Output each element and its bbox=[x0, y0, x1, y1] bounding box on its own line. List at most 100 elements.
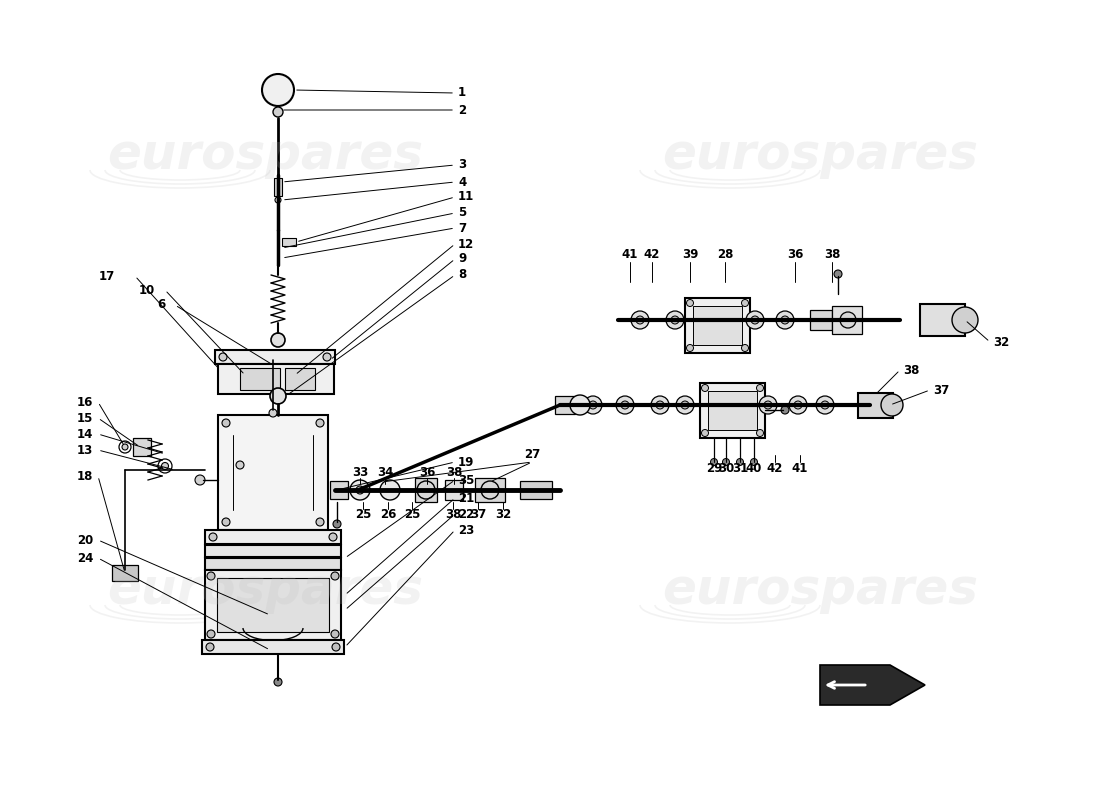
Text: 38: 38 bbox=[824, 249, 840, 262]
Circle shape bbox=[331, 572, 339, 580]
Text: eurospares: eurospares bbox=[662, 566, 978, 614]
Circle shape bbox=[746, 311, 764, 329]
Circle shape bbox=[656, 401, 664, 409]
Bar bbox=[205, 530, 341, 544]
Circle shape bbox=[686, 345, 693, 351]
Circle shape bbox=[666, 311, 684, 329]
Circle shape bbox=[122, 444, 128, 450]
Bar bbox=[205, 545, 341, 557]
Text: 16: 16 bbox=[77, 395, 94, 409]
Bar bbox=[240, 368, 280, 390]
Circle shape bbox=[616, 396, 634, 414]
Text: 31: 31 bbox=[732, 462, 748, 474]
Circle shape bbox=[764, 401, 772, 409]
Bar bbox=[217, 578, 329, 632]
Text: 2: 2 bbox=[458, 103, 466, 117]
Circle shape bbox=[329, 533, 337, 541]
Text: 30: 30 bbox=[718, 462, 734, 474]
Text: 15: 15 bbox=[77, 411, 94, 425]
Circle shape bbox=[621, 401, 629, 409]
Text: 18: 18 bbox=[77, 470, 94, 482]
Text: 28: 28 bbox=[717, 249, 734, 262]
Circle shape bbox=[751, 316, 759, 324]
Circle shape bbox=[270, 388, 286, 404]
Circle shape bbox=[236, 461, 244, 469]
Text: 25: 25 bbox=[404, 509, 420, 522]
Bar bbox=[693, 306, 742, 345]
Text: 1: 1 bbox=[458, 86, 466, 99]
Circle shape bbox=[275, 197, 280, 203]
Circle shape bbox=[741, 299, 748, 306]
Circle shape bbox=[379, 480, 400, 500]
Text: 27: 27 bbox=[524, 449, 540, 462]
Bar bbox=[133, 438, 151, 456]
Bar bbox=[520, 481, 552, 499]
Text: 42: 42 bbox=[644, 249, 660, 262]
Text: 42: 42 bbox=[767, 462, 783, 474]
Text: 37: 37 bbox=[470, 509, 486, 522]
Text: 41: 41 bbox=[621, 249, 638, 262]
Circle shape bbox=[816, 396, 834, 414]
Polygon shape bbox=[820, 665, 925, 705]
Circle shape bbox=[356, 486, 364, 494]
Circle shape bbox=[209, 533, 217, 541]
Bar bbox=[920, 304, 965, 336]
Circle shape bbox=[741, 345, 748, 351]
Circle shape bbox=[737, 458, 744, 466]
Text: 35: 35 bbox=[458, 474, 474, 486]
Text: 29: 29 bbox=[706, 462, 723, 474]
Circle shape bbox=[206, 643, 214, 651]
Circle shape bbox=[207, 630, 215, 638]
Circle shape bbox=[570, 395, 590, 415]
Text: 21: 21 bbox=[458, 491, 474, 505]
Circle shape bbox=[195, 475, 205, 485]
Text: 14: 14 bbox=[77, 427, 94, 441]
Text: 7: 7 bbox=[458, 222, 466, 234]
Circle shape bbox=[750, 458, 758, 466]
Circle shape bbox=[631, 311, 649, 329]
Circle shape bbox=[262, 74, 294, 106]
Circle shape bbox=[757, 385, 763, 391]
Text: eurospares: eurospares bbox=[107, 566, 424, 614]
Bar bbox=[475, 478, 505, 502]
Text: 20: 20 bbox=[77, 534, 94, 546]
Text: 10: 10 bbox=[139, 283, 155, 297]
Bar bbox=[832, 306, 862, 334]
Bar bbox=[205, 558, 341, 570]
Circle shape bbox=[588, 401, 597, 409]
Text: 40: 40 bbox=[746, 462, 762, 474]
Text: 33: 33 bbox=[352, 466, 368, 478]
Circle shape bbox=[333, 520, 341, 528]
Circle shape bbox=[881, 394, 903, 416]
Text: 12: 12 bbox=[458, 238, 474, 250]
Text: 19: 19 bbox=[458, 455, 474, 469]
Text: 5: 5 bbox=[458, 206, 466, 219]
Circle shape bbox=[757, 430, 763, 437]
Circle shape bbox=[651, 396, 669, 414]
Circle shape bbox=[711, 458, 717, 466]
Text: 4: 4 bbox=[458, 175, 466, 189]
Text: 25: 25 bbox=[355, 509, 371, 522]
Text: 38: 38 bbox=[903, 363, 920, 377]
Bar bbox=[446, 480, 463, 500]
Circle shape bbox=[789, 396, 807, 414]
Circle shape bbox=[332, 643, 340, 651]
Text: 34: 34 bbox=[377, 466, 393, 478]
Bar bbox=[285, 368, 315, 390]
Circle shape bbox=[676, 396, 694, 414]
Circle shape bbox=[681, 401, 689, 409]
Text: 13: 13 bbox=[77, 443, 94, 457]
Text: 6: 6 bbox=[156, 298, 165, 311]
Text: eurospares: eurospares bbox=[662, 131, 978, 179]
Circle shape bbox=[219, 353, 227, 361]
Circle shape bbox=[781, 316, 789, 324]
Circle shape bbox=[222, 419, 230, 427]
Text: 26: 26 bbox=[379, 509, 396, 522]
Bar bbox=[274, 178, 282, 196]
Circle shape bbox=[952, 307, 978, 333]
Text: 37: 37 bbox=[933, 383, 949, 397]
Circle shape bbox=[271, 333, 285, 347]
Bar bbox=[202, 640, 344, 654]
Text: 32: 32 bbox=[495, 509, 512, 522]
Bar bbox=[556, 396, 575, 414]
